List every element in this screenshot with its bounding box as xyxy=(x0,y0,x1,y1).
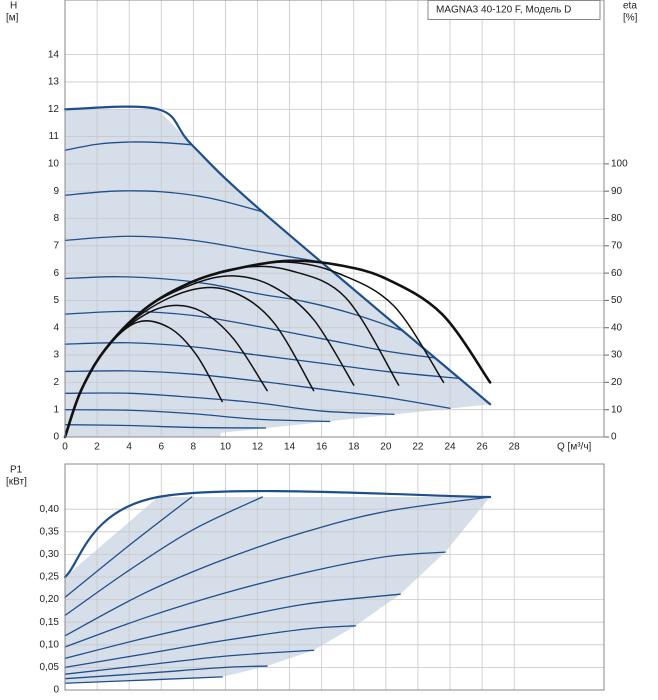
y-tick-label: 3 xyxy=(53,350,59,361)
curve xyxy=(64,496,491,637)
x-tick-label: 18 xyxy=(348,442,360,453)
y-tick-label: 10 xyxy=(48,159,60,170)
legend-box xyxy=(427,0,601,20)
curve xyxy=(64,190,263,213)
y2-axis-unit: [%] xyxy=(623,13,638,24)
x-tick-label: 22 xyxy=(412,442,424,453)
plot-border xyxy=(64,463,605,691)
y-tick-label: 2 xyxy=(53,377,59,388)
curve xyxy=(64,649,315,675)
y2-tick-label: 0 xyxy=(611,432,617,443)
y-tick-label: 11 xyxy=(49,131,60,142)
curve xyxy=(64,370,451,409)
x-tick-label: 8 xyxy=(191,442,197,453)
y-tick-label: 0 xyxy=(53,685,59,696)
y-tick-label: 0,20 xyxy=(40,594,60,605)
curve xyxy=(64,409,331,423)
curve xyxy=(64,392,395,415)
y-tick-label: 13 xyxy=(48,77,60,88)
x-tick-label: 20 xyxy=(380,442,392,453)
y2-axis-label: eta xyxy=(623,1,637,12)
y-tick-label: 8 xyxy=(53,213,59,224)
x-tick-label: 12 xyxy=(252,442,264,453)
x-tick-label: 16 xyxy=(316,442,328,453)
curve xyxy=(64,625,357,669)
y-axis-label: H xyxy=(10,1,17,12)
y-tick-label: 7 xyxy=(53,240,59,251)
x-tick-label: 0 xyxy=(62,442,68,453)
x-tick-label: 14 xyxy=(284,442,296,453)
y-tick-label: 0,35 xyxy=(40,526,60,537)
y-tick-label: 0,25 xyxy=(40,572,60,583)
y2-tick-label: 50 xyxy=(611,295,623,306)
curve xyxy=(63,489,492,579)
x-tick-label: 2 xyxy=(94,442,100,453)
y-tick-label: 0,05 xyxy=(40,662,60,673)
x-tick-label: 24 xyxy=(444,442,456,453)
x-tick-label: 26 xyxy=(477,442,489,453)
curve xyxy=(64,496,263,617)
x-tick-label: 6 xyxy=(158,442,164,453)
operating-area xyxy=(65,496,491,684)
x-axis-label: Q [м³/ч] xyxy=(557,442,592,453)
y-axis-label: P1 xyxy=(10,465,23,476)
efficiency-curve xyxy=(63,259,492,439)
y-tick-label: 0,15 xyxy=(40,617,60,628)
y-axis-unit: [кВт] xyxy=(6,477,27,488)
legend-label: MAGNA3 40-120 F, Модель D xyxy=(436,5,571,16)
curve xyxy=(64,235,323,263)
y2-tick-label: 20 xyxy=(611,377,623,388)
curve xyxy=(64,665,268,680)
curve xyxy=(64,310,435,359)
y-tick-label: 4 xyxy=(53,322,59,333)
x-tick-label: 4 xyxy=(126,442,132,453)
plot-border xyxy=(64,0,605,438)
curve xyxy=(64,593,401,660)
curve xyxy=(64,424,267,429)
x-tick-label: 10 xyxy=(220,442,232,453)
y-tick-label: 0,40 xyxy=(40,504,60,515)
y-axis-unit: [м] xyxy=(6,13,19,24)
y2-tick-label: 30 xyxy=(611,350,623,361)
y-tick-label: 6 xyxy=(53,268,59,279)
y2-tick-label: 80 xyxy=(611,213,623,224)
y-tick-label: 0,10 xyxy=(40,639,60,650)
y2-tick-label: 100 xyxy=(611,159,628,170)
curve xyxy=(64,141,193,151)
y-tick-label: 0 xyxy=(53,432,59,443)
y2-tick-label: 70 xyxy=(611,240,623,251)
curve xyxy=(64,551,446,648)
x-tick-label: 28 xyxy=(509,442,521,453)
y2-tick-label: 10 xyxy=(611,404,623,415)
curve xyxy=(64,496,193,598)
curve xyxy=(64,676,223,684)
curve xyxy=(63,105,492,406)
y2-tick-label: 40 xyxy=(611,322,623,333)
curve xyxy=(64,276,403,332)
curve xyxy=(64,342,459,379)
y2-tick-label: 90 xyxy=(611,186,623,197)
y-tick-label: 9 xyxy=(53,186,59,197)
y2-tick-label: 60 xyxy=(611,268,623,279)
y-tick-label: 14 xyxy=(48,49,60,60)
y-tick-label: 5 xyxy=(53,295,59,306)
y-tick-label: 12 xyxy=(48,104,60,115)
y-tick-label: 1 xyxy=(53,404,59,415)
y-tick-label: 0,30 xyxy=(40,549,60,560)
